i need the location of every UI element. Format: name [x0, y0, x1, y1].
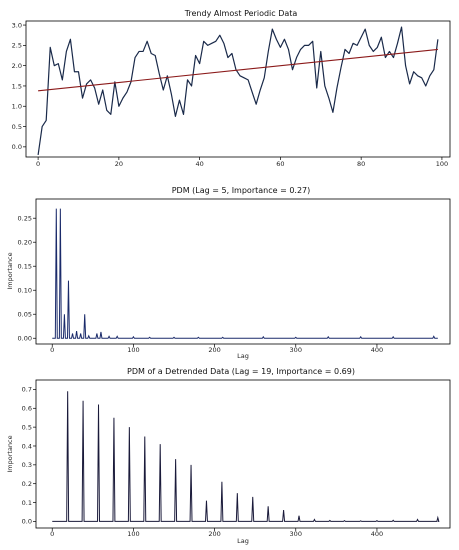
- x-tick-label: 400: [371, 530, 383, 538]
- plot-frame: [35, 379, 451, 529]
- y-tick-label: 0.10: [18, 287, 32, 295]
- y-tick-label: 0.20: [18, 239, 32, 247]
- y-tick-label: 0.25: [18, 215, 32, 223]
- plot-frame: [35, 198, 451, 345]
- series-line: [52, 208, 438, 339]
- x-tick-label: 300: [290, 530, 302, 538]
- y-tick-label: 1.5: [12, 82, 22, 90]
- y-tick-label: 0.3: [22, 461, 32, 469]
- x-tick-label: 200: [208, 530, 220, 538]
- series-marks: [37, 26, 439, 156]
- trend-line: [38, 48, 438, 92]
- y-tick-label: 0.0: [22, 518, 32, 526]
- x-tick-label: 20: [115, 160, 123, 168]
- y-tick-label: 0.00: [18, 335, 32, 343]
- series-marks: [52, 391, 440, 522]
- chart-pdm: PDM (Lag = 5, Importance = 0.27) Lag Imp…: [6, 186, 451, 360]
- plot-frame: [25, 20, 451, 158]
- x-tick-label: 60: [276, 160, 284, 168]
- x-axis-label: Lag: [237, 537, 249, 545]
- y-tick-label: 2.5: [12, 42, 22, 50]
- y-tick-label: 0.4: [22, 442, 32, 450]
- y-axis-label: Importance: [6, 252, 14, 289]
- x-tick-label: 100: [436, 160, 448, 168]
- chart-title: Trendy Almost Periodic Data: [184, 9, 298, 18]
- axis-ticks: 0 100 200 300 400 0.00 0.05 0.10 0.15 0.20 0.25: [18, 215, 384, 354]
- x-tick-label: 400: [371, 346, 383, 354]
- y-tick-label: 0.5: [12, 123, 22, 131]
- x-tick-label: 300: [290, 346, 302, 354]
- series-marks: [52, 208, 438, 339]
- x-tick-label: 0: [36, 160, 40, 168]
- y-tick-label: 0.05: [18, 311, 32, 319]
- y-tick-label: 0.7: [22, 386, 32, 394]
- y-tick-label: 2.0: [12, 62, 22, 70]
- x-tick-label: 80: [357, 160, 365, 168]
- y-tick-label: 0.6: [22, 405, 32, 413]
- series-line: [37, 26, 439, 156]
- x-tick-label: 0: [50, 346, 54, 354]
- chart-pdm-detrended: PDM of a Detrended Data (Lag = 19, Impor…: [6, 367, 451, 545]
- x-tick-label: 100: [127, 346, 139, 354]
- x-tick-label: 40: [195, 160, 203, 168]
- chart-trendy-periodic: Trendy Almost Periodic Data 0 20 40 60 80 100…: [12, 9, 451, 168]
- chart-title: PDM (Lag = 5, Importance = 0.27): [172, 186, 311, 195]
- y-axis-label: Importance: [6, 435, 14, 472]
- y-tick-label: 3.0: [12, 21, 22, 29]
- x-tick-label: 200: [208, 346, 220, 354]
- x-tick-label: 0: [50, 530, 54, 538]
- y-tick-label: 0.1: [22, 499, 32, 507]
- x-tick-label: 100: [127, 530, 139, 538]
- x-axis-label: Lag: [237, 352, 249, 360]
- y-tick-label: 0.0: [12, 143, 22, 151]
- series-line: [52, 391, 440, 522]
- y-tick-label: 1.0: [12, 103, 22, 111]
- axis-ticks: 0 100 200 300 400 0.0 0.1 0.2 0.3 0.4 0.5 0.6 0.7: [22, 386, 383, 538]
- y-tick-label: 0.15: [18, 263, 32, 271]
- y-tick-label: 0.5: [22, 423, 32, 431]
- chart-title: PDM of a Detrended Data (Lag = 19, Impor…: [127, 367, 355, 376]
- axis-ticks: 0 20 40 60 80 100 0.0 0.5 1.0 1.5 2.0 2.5 3.0: [12, 21, 448, 168]
- y-tick-label: 0.2: [22, 480, 32, 488]
